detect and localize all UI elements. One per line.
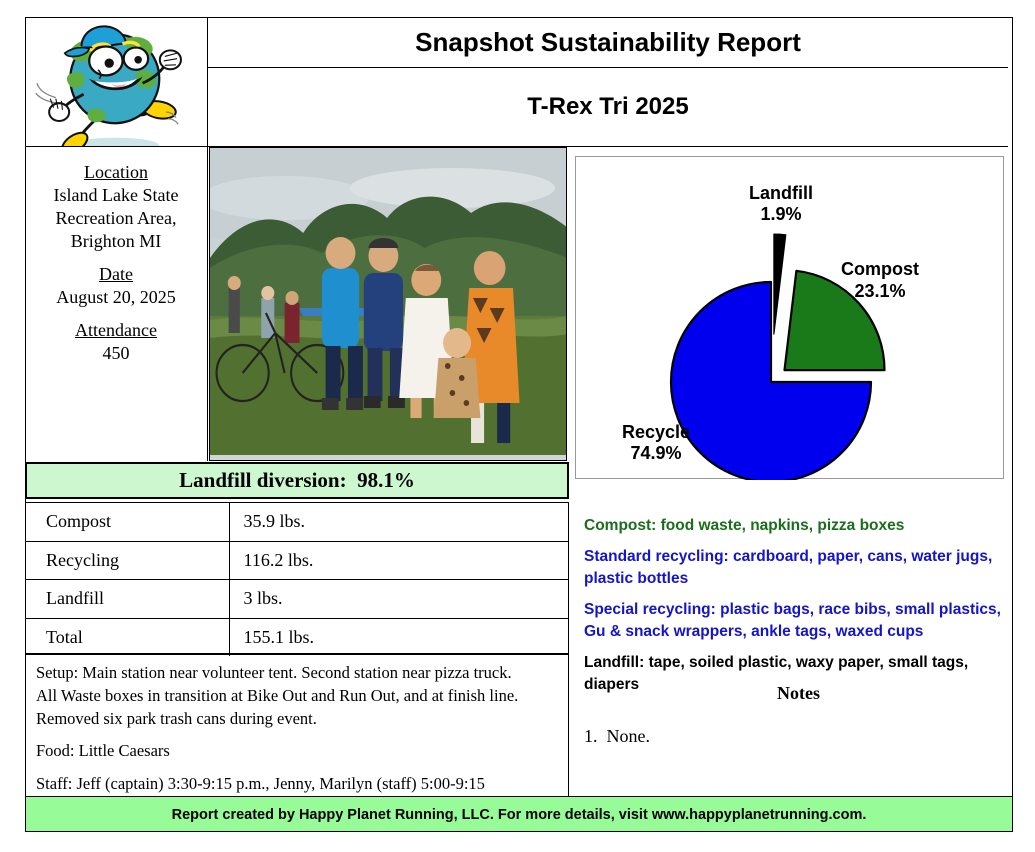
svg-text:1.9%: 1.9%: [760, 204, 801, 224]
svg-text:23.1%: 23.1%: [854, 281, 905, 301]
svg-text:Recycle: Recycle: [622, 422, 690, 442]
svg-text:Compost: Compost: [841, 259, 919, 279]
svg-text:Landfill: Landfill: [749, 183, 813, 203]
svg-text:74.9%: 74.9%: [630, 443, 681, 463]
